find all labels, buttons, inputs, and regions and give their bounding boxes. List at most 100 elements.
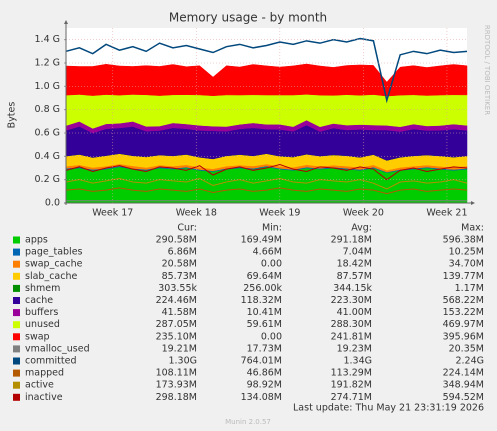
legend-swatch: [13, 345, 20, 353]
legend-value: 87.57M: [337, 271, 372, 282]
legend-value: 0.00: [261, 331, 282, 342]
legend-value: 224.46M: [156, 295, 197, 306]
line: [65, 177, 468, 190]
version: Munin 2.0.57: [225, 418, 271, 426]
axis-arrow: [471, 201, 475, 205]
legend-value: 4.66M: [253, 247, 282, 258]
grid: 0.0 0.2 G 0.4 G 0.6 G 0.8 G 1.0 G 1.2 G 1.4 G We…: [35, 20, 475, 219]
y-tick-label: 0.2 G: [35, 174, 61, 185]
axis-arrow: [64, 20, 68, 24]
y-tick-label: 0.6 G: [35, 128, 61, 139]
legend-swatch: [13, 297, 20, 304]
legend-label: slab_cache: [25, 271, 77, 282]
y-tick-label: 0.0: [45, 198, 60, 209]
legend-value: 6.86M: [168, 247, 197, 258]
legend-value: 46.86M: [247, 368, 282, 379]
legend-value: 1.30G: [168, 356, 197, 367]
legend-value: 41.00M: [337, 307, 372, 318]
legend-value: 59.61M: [247, 319, 282, 330]
legend-value: 169.49M: [241, 235, 282, 246]
legend-value: 287.05M: [156, 319, 197, 330]
legend-value: 291.18M: [331, 235, 372, 246]
y-tick-label: 0.4 G: [35, 151, 61, 162]
legend-swatch: [13, 284, 20, 292]
y-tick-label: 1.0 G: [35, 81, 61, 92]
legend-value: 288.30M: [331, 319, 372, 330]
legend-value: 139.77M: [443, 271, 484, 282]
legend-value: 594.52M: [443, 392, 484, 403]
legend-header: Avg:: [351, 223, 372, 234]
legend-value: 85.73M: [162, 271, 197, 282]
legend-header: Min:: [262, 223, 282, 234]
legend-value: 764.01M: [241, 356, 282, 367]
legend-value: 596.38M: [443, 235, 484, 246]
legend-label: unused: [25, 319, 60, 330]
legend-value: 0.00: [261, 259, 282, 270]
legend-label: inactive: [25, 392, 63, 403]
x-tick-label: Week 18: [176, 208, 217, 219]
legend-label: active: [25, 380, 54, 391]
legend-value: 69.64M: [247, 271, 282, 282]
legend-value: 290.58M: [156, 235, 197, 246]
legend-swatch: [13, 248, 20, 256]
y-tick-label: 1.4 G: [35, 34, 61, 45]
legend-swatch: [13, 333, 20, 341]
chart-title: Memory usage - by month: [169, 11, 327, 25]
legend-header: Max:: [461, 223, 484, 234]
legend-label: page_tables: [25, 247, 83, 258]
line: [65, 37, 468, 104]
line: [65, 163, 468, 181]
legend-value: 118.32M: [241, 295, 282, 306]
legend-value: 7.04M: [343, 247, 372, 258]
legend-swatch: [13, 321, 20, 329]
legend-swatch: [13, 393, 20, 401]
legend-value: 235.10M: [156, 331, 197, 342]
legend-value: 98.92M: [247, 380, 282, 391]
legend-value: 1.17M: [455, 283, 484, 294]
legend-swatch: [13, 381, 20, 389]
legend-label: cache: [25, 295, 53, 306]
lines: [65, 37, 468, 202]
legend-value: 134.08M: [241, 392, 282, 403]
legend-swatch: [13, 272, 20, 280]
area: [65, 63, 468, 97]
legend-value: 19.23M: [337, 343, 372, 354]
legend-label: buffers: [25, 307, 58, 318]
legend-value: 173.93M: [156, 380, 197, 391]
legend-value: 1.34G: [343, 356, 372, 367]
legend-value: 241.81M: [331, 331, 372, 342]
legend-value: 108.11M: [156, 368, 197, 379]
legend-value: 2.24G: [455, 356, 484, 367]
legend-value: 10.41M: [247, 307, 282, 318]
legend-value: 395.96M: [443, 331, 484, 342]
legend-value: 191.82M: [331, 380, 372, 391]
legend-value: 274.71M: [331, 392, 372, 403]
legend-value: 19.21M: [162, 343, 197, 354]
legend-value: 113.29M: [331, 368, 372, 379]
y-tick-label: 1.2 G: [35, 58, 61, 69]
legend-value: 41.58M: [162, 307, 197, 318]
legend-value: 18.42M: [337, 259, 372, 270]
legend-swatch: [13, 309, 20, 317]
y-tick-label: 0.8 G: [35, 104, 61, 115]
legend-label: apps: [25, 235, 48, 246]
legend-value: 34.70M: [449, 259, 484, 270]
legend-swatch: [13, 357, 20, 365]
legend-value: 298.18M: [156, 392, 197, 403]
areas: [65, 63, 468, 204]
legend-value: 153.22M: [443, 307, 484, 318]
legend-swatch: [13, 236, 20, 244]
legend-label: mapped: [25, 368, 64, 379]
legend-swatch: [13, 369, 20, 377]
legend-value: 568.22M: [443, 295, 484, 306]
legend-label: swap: [25, 331, 50, 342]
legend-header: Cur:: [177, 223, 197, 234]
legend-label: swap_cache: [25, 259, 83, 270]
legend-value: 10.25M: [449, 247, 484, 258]
legend: Cur: Min: Avg: Max: apps 290.58M 169.49M 291.18…: [13, 223, 484, 403]
legend-value: 20.35M: [449, 343, 484, 354]
legend-value: 256.00k: [243, 283, 282, 294]
legend-swatch: [13, 260, 20, 268]
